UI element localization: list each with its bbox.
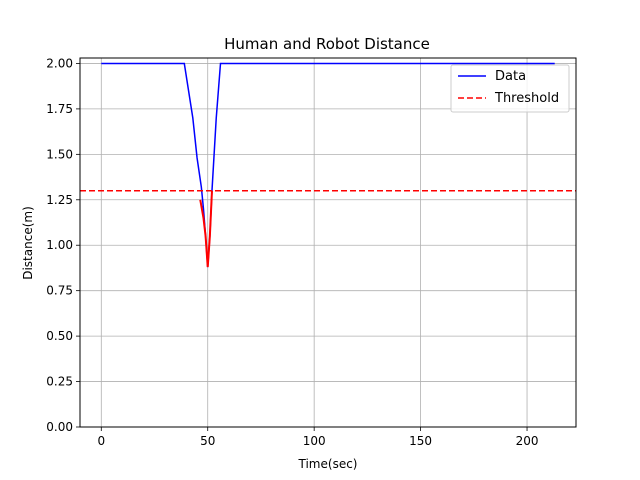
ticks: 0 50 100 150 200 0.00 0.25 0.50 0.75 1.00 1.25 1.50…: [46, 56, 538, 448]
y-tick-label: 1.75: [46, 102, 73, 116]
y-tick-label: 0.50: [46, 329, 73, 343]
x-tick-label: 0: [97, 434, 105, 448]
y-tick-label: 1.50: [46, 147, 73, 161]
plot-frame: [79, 57, 577, 428]
below-threshold-segment: [199, 190, 213, 268]
y-axis-label: Distance(m): [21, 206, 35, 280]
y-tick-label: 1.00: [46, 238, 73, 252]
y-tick-label: 2.00: [46, 56, 73, 70]
x-axis-label: Time(sec): [298, 457, 358, 471]
y-tick-label: 0.75: [46, 284, 73, 298]
y-tick-label: 0.00: [46, 420, 73, 434]
x-tick-label: 100: [303, 434, 326, 448]
y-tick-label: 0.25: [46, 375, 73, 389]
legend: Data Threshold: [450, 64, 570, 113]
x-tick-label: 150: [409, 434, 432, 448]
legend-label-threshold: Threshold: [494, 91, 559, 106]
x-tick-label: 50: [200, 434, 215, 448]
series-layer: [80, 62, 576, 268]
x-tick-label: 200: [516, 434, 539, 448]
legend-label-data: Data: [495, 69, 526, 84]
y-tick-label: 1.25: [46, 193, 73, 207]
chart-title: Human and Robot Distance: [224, 35, 430, 53]
